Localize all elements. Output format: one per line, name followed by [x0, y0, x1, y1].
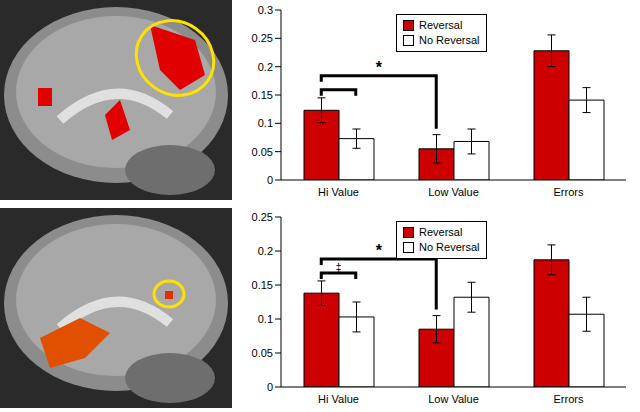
- svg-text:0.15: 0.15: [252, 279, 273, 291]
- svg-text:*: *: [376, 59, 383, 76]
- svg-text:Errors: Errors: [554, 393, 584, 405]
- svg-text:Low Value: Low Value: [428, 393, 479, 405]
- svg-text:Hi Value: Hi Value: [318, 393, 359, 405]
- svg-text:‡: ‡: [335, 261, 341, 273]
- svg-text:0.1: 0.1: [258, 313, 273, 325]
- svg-text:0.25: 0.25: [252, 32, 273, 44]
- svg-text:0.3: 0.3: [258, 4, 273, 16]
- svg-text:*: *: [376, 242, 383, 259]
- svg-text:0.2: 0.2: [258, 61, 273, 73]
- html-text:No Reversal: No Reversal: [419, 241, 480, 253]
- svg-text:Errors: Errors: [554, 186, 584, 198]
- svg-text:0.1: 0.1: [258, 117, 273, 129]
- svg-text:0.2: 0.2: [258, 245, 273, 257]
- svg-text:0.25: 0.25: [252, 211, 273, 223]
- svg-text:Hi Value: Hi Value: [318, 186, 359, 198]
- svg-text:0.15: 0.15: [252, 89, 273, 101]
- svg-text:0: 0: [267, 174, 273, 186]
- svg-text:0.05: 0.05: [252, 347, 273, 359]
- html-text:No Reversal: No Reversal: [419, 34, 480, 46]
- html-text:Reversal: Reversal: [419, 19, 463, 31]
- svg-text:0: 0: [267, 381, 273, 393]
- svg-text:Low Value: Low Value: [428, 186, 479, 198]
- html-text:Reversal: Reversal: [419, 226, 463, 238]
- svg-text:0.05: 0.05: [252, 146, 273, 158]
